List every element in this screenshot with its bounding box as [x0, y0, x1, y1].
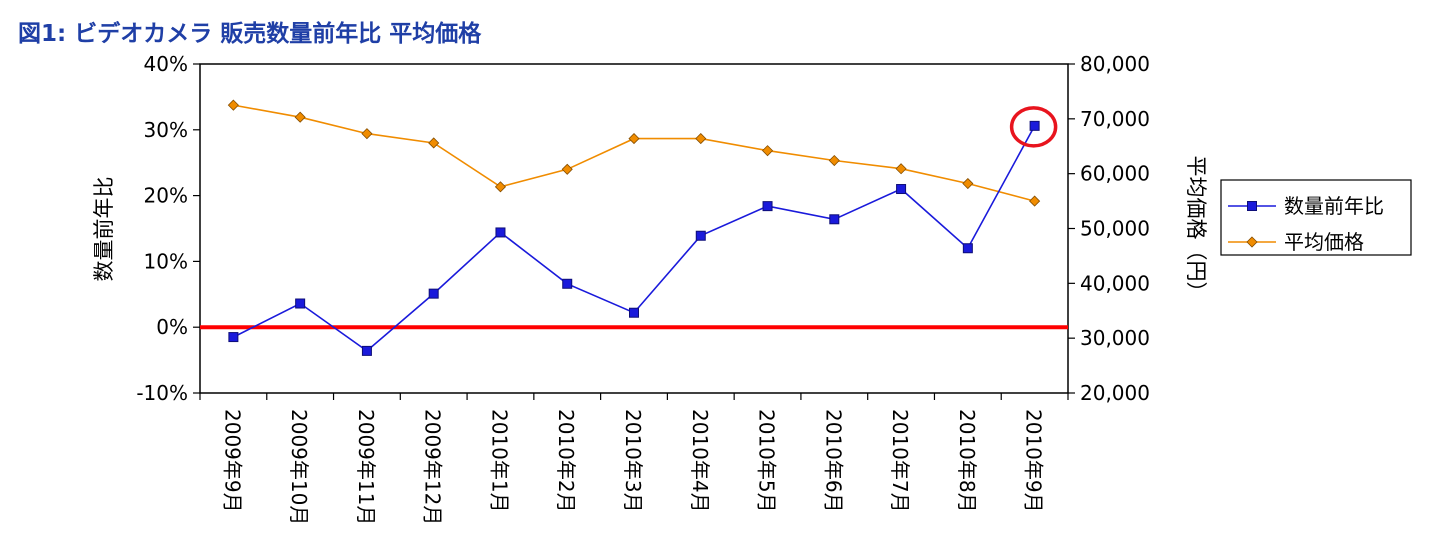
x-tick-label: 2010年5月	[755, 409, 779, 513]
volume-point	[495, 227, 506, 238]
legend-marker	[1247, 201, 1257, 211]
y-axis-right-title: 平均価格（円）	[1184, 156, 1208, 303]
left-tick-label: 10%	[144, 249, 188, 273]
volume-point	[695, 230, 706, 241]
plot-area	[199, 63, 1069, 394]
price-point	[628, 133, 640, 145]
price-point	[962, 177, 974, 190]
x-tick-label: 2009年10月	[287, 409, 311, 525]
x-axis: 2009年9月 2009年10月 2009年11月 2009年12月 2010年1月 20…	[199, 393, 1069, 525]
right-tick-label: 40,000	[1080, 271, 1150, 295]
left-tick-label: 20%	[144, 184, 188, 208]
volume-point	[428, 288, 439, 299]
right-tick-label: 30,000	[1080, 326, 1150, 350]
volume-point	[962, 243, 973, 254]
x-tick-label: 2010年7月	[888, 409, 912, 513]
x-tick-label: 2010年9月	[1022, 409, 1046, 513]
price-point	[695, 133, 707, 145]
y-axis-left-title: 数量前年比	[92, 177, 116, 282]
price-point	[494, 181, 507, 193]
x-tick-label: 2010年4月	[688, 409, 712, 513]
chart-title: 図1: ビデオカメラ 販売数量前年比 平均価格	[18, 21, 482, 47]
right-tick-label: 20,000	[1080, 381, 1150, 405]
volume-point	[295, 298, 306, 309]
price-point	[428, 137, 440, 149]
price-point	[761, 145, 774, 157]
x-tick-label: 2009年9月	[220, 409, 244, 513]
volume-point	[562, 278, 573, 289]
left-tick-label: 0%	[156, 315, 188, 339]
right-tick-label: 80,000	[1080, 52, 1150, 76]
price-point	[1029, 195, 1041, 207]
price-point	[828, 154, 840, 167]
right-axis: 80,000 70,000 60,000 50,000 40,000 30,000 20,0…	[1068, 52, 1150, 405]
x-tick-label: 2010年6月	[821, 409, 845, 513]
price-point	[561, 163, 573, 175]
price-point	[361, 128, 373, 140]
volume-point	[829, 214, 840, 225]
series-layer	[200, 99, 1068, 356]
left-tick-label: 30%	[144, 118, 188, 142]
left-tick-label: -10%	[136, 381, 188, 405]
price-point	[294, 111, 306, 123]
left-axis: 40% 30% 20% 10% 0% -10%	[136, 52, 200, 405]
right-tick-label: 50,000	[1080, 217, 1150, 241]
price-point	[227, 99, 239, 111]
highlight-circle	[1009, 106, 1058, 148]
x-tick-label: 2010年3月	[621, 409, 645, 513]
x-tick-label: 2009年12月	[421, 409, 445, 525]
x-tick-label: 2010年8月	[955, 409, 979, 513]
right-tick-label: 60,000	[1080, 162, 1150, 186]
legend-marker	[1246, 236, 1258, 248]
x-tick-label: 2009年11月	[354, 409, 378, 525]
legend-label: 数量前年比	[1284, 194, 1384, 218]
x-tick-label: 2010年1月	[487, 409, 511, 513]
volume-point	[762, 201, 773, 212]
x-tick-label: 2010年2月	[554, 409, 578, 513]
volume-point	[629, 307, 639, 318]
price-point	[895, 163, 907, 175]
volume-point	[228, 332, 239, 343]
volume-point	[361, 345, 372, 356]
legend-label: 平均価格	[1284, 230, 1364, 254]
right-tick-label: 70,000	[1080, 107, 1150, 131]
left-tick-label: 40%	[144, 52, 188, 76]
volume-point	[1029, 120, 1040, 131]
volume-point	[896, 184, 907, 195]
